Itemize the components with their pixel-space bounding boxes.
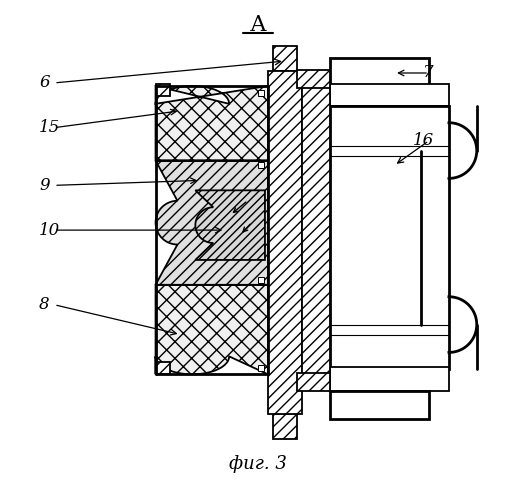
Bar xyxy=(155,84,170,96)
Text: А: А xyxy=(249,14,266,36)
Bar xyxy=(301,71,329,380)
Bar xyxy=(258,366,264,372)
Bar xyxy=(258,162,264,168)
Text: 9: 9 xyxy=(39,177,50,194)
Bar xyxy=(329,368,448,391)
Bar xyxy=(155,362,170,374)
Bar xyxy=(329,84,448,106)
Bar xyxy=(267,71,301,414)
Polygon shape xyxy=(155,86,267,160)
Bar xyxy=(272,46,296,71)
Polygon shape xyxy=(195,190,264,260)
Text: 15: 15 xyxy=(39,119,61,136)
Bar xyxy=(258,90,264,96)
Text: 8: 8 xyxy=(39,296,50,313)
Text: 6: 6 xyxy=(39,74,50,92)
Text: 10: 10 xyxy=(39,222,61,238)
Bar xyxy=(296,70,329,88)
Polygon shape xyxy=(155,285,267,374)
Bar xyxy=(329,106,448,370)
Text: 7: 7 xyxy=(422,64,433,82)
Polygon shape xyxy=(155,160,267,285)
Text: 16: 16 xyxy=(412,132,433,149)
Bar xyxy=(329,58,428,86)
Bar xyxy=(329,391,428,419)
Bar xyxy=(258,277,264,283)
Text: фиг. 3: фиг. 3 xyxy=(229,455,287,473)
Bar xyxy=(272,414,296,439)
Bar xyxy=(296,374,329,391)
